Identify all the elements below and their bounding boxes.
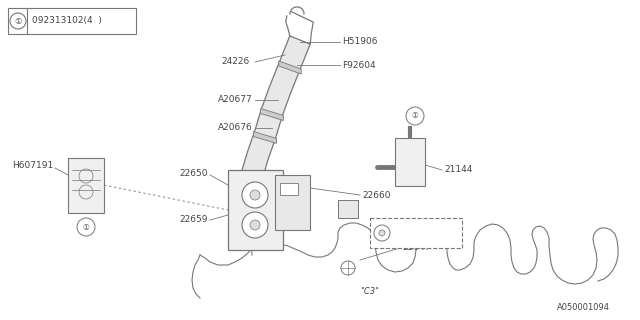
- Text: ①: ①: [83, 222, 90, 231]
- Text: 22650: 22650: [179, 169, 208, 178]
- Bar: [228, 170, 283, 250]
- Polygon shape: [279, 61, 301, 74]
- Bar: [68, 158, 104, 213]
- Text: H51906: H51906: [342, 37, 378, 46]
- Text: H607191: H607191: [12, 161, 53, 170]
- Text: 22660: 22660: [362, 190, 390, 199]
- Circle shape: [374, 225, 390, 241]
- Text: A20676: A20676: [218, 124, 253, 132]
- Circle shape: [379, 230, 385, 236]
- Text: F92604: F92604: [342, 60, 376, 69]
- Circle shape: [341, 261, 355, 275]
- Polygon shape: [260, 108, 284, 121]
- Text: 22647: 22647: [402, 243, 430, 252]
- Text: ①: ①: [14, 17, 22, 26]
- Text: ①: ①: [412, 111, 419, 121]
- Text: 21144: 21144: [444, 165, 472, 174]
- Circle shape: [242, 212, 268, 238]
- Circle shape: [250, 220, 260, 230]
- Text: 15027: 15027: [384, 228, 413, 237]
- Text: A20677: A20677: [218, 95, 253, 105]
- Text: A050001094: A050001094: [557, 303, 610, 312]
- Circle shape: [242, 182, 268, 208]
- Bar: [370, 218, 462, 248]
- Circle shape: [77, 218, 95, 236]
- Circle shape: [406, 107, 424, 125]
- Text: 22659: 22659: [179, 215, 208, 225]
- Bar: [280, 183, 298, 195]
- Polygon shape: [253, 132, 276, 143]
- Text: "C3": "C3": [360, 287, 380, 297]
- Bar: [8, 8, 136, 34]
- Circle shape: [250, 190, 260, 200]
- Bar: [338, 200, 358, 218]
- Circle shape: [10, 13, 26, 29]
- Polygon shape: [237, 36, 310, 196]
- Bar: [275, 175, 310, 230]
- Bar: [395, 138, 425, 186]
- Text: 092313102(4  ): 092313102(4 ): [32, 17, 102, 26]
- Text: 24226: 24226: [221, 58, 250, 67]
